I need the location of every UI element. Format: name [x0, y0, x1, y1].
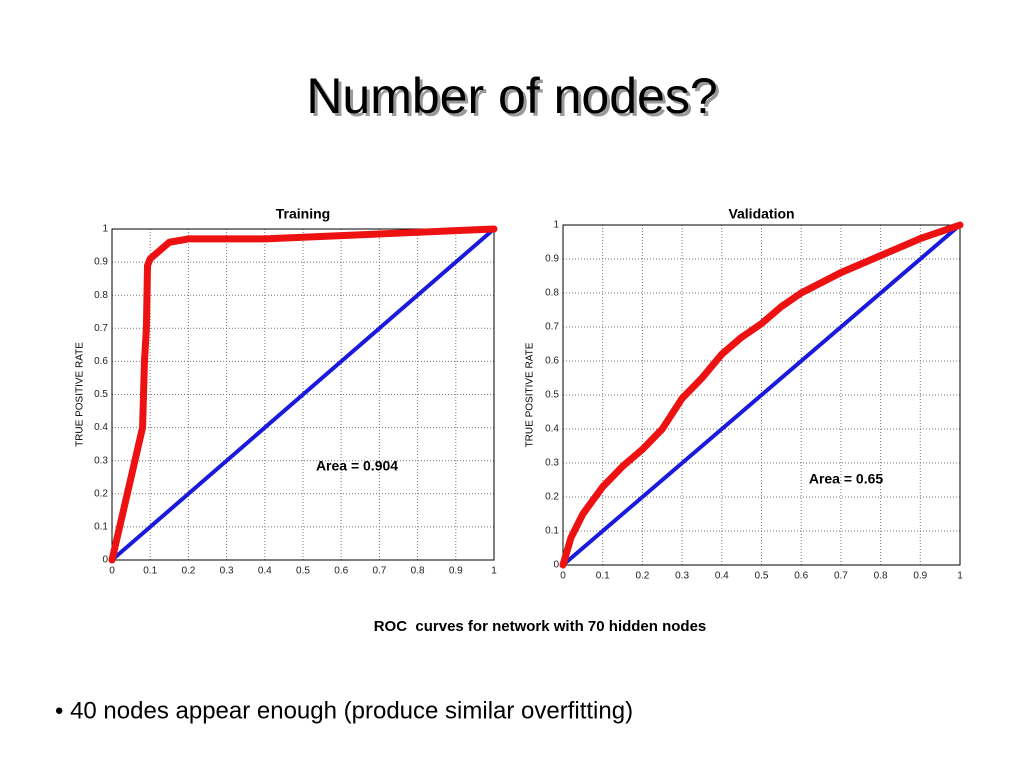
y-tick-label: 0.7 — [545, 322, 559, 333]
x-tick-label: 0.3 — [675, 571, 689, 582]
y-tick-label: 0.2 — [94, 488, 108, 499]
annotation: Area = 0.65 — [809, 471, 884, 487]
y-tick-label: 0.8 — [94, 290, 108, 301]
x-tick-label: 0.5 — [755, 571, 769, 582]
chart-title: Validation — [728, 206, 794, 222]
bullet: • 40 nodes appear enough (produce simila… — [55, 697, 633, 724]
plot-frame — [111, 228, 495, 561]
x-tick-label: 0.9 — [449, 566, 463, 577]
x-tick-label: 0 — [560, 571, 566, 582]
y-tick-label: 0.2 — [545, 492, 559, 503]
x-tick-label: 1 — [491, 566, 497, 577]
y-tick-label: 0.5 — [94, 389, 108, 400]
x-tick-label: 0.8 — [411, 566, 425, 577]
x-tick-label: 0.9 — [913, 571, 927, 582]
x-tick-label: 0.2 — [635, 571, 649, 582]
y-tick-label: 0.9 — [545, 254, 559, 265]
roc-line — [108, 225, 498, 564]
y-tick-label: 0.6 — [545, 356, 559, 367]
y-tick-label: 1 — [102, 224, 108, 235]
x-tick-label: 0.7 — [834, 571, 848, 582]
y-tick-label: 0.6 — [94, 356, 108, 367]
roc-line — [559, 221, 964, 569]
x-tick-label: 0.7 — [372, 566, 386, 577]
y-axis-label: TRUE POSITIVE RATE — [75, 342, 86, 447]
x-tick-label: 1 — [957, 571, 963, 582]
x-tick-label: 0.4 — [258, 566, 272, 577]
y-tick-label: 0.1 — [545, 526, 559, 537]
y-tick-label: 0.4 — [545, 424, 559, 435]
x-tick-label: 0.4 — [715, 571, 729, 582]
y-tick-label: 1 — [553, 220, 559, 231]
title-shadow: Number of nodes? — [309, 71, 720, 127]
x-tick-label: 0.1 — [143, 566, 157, 577]
x-tick-label: 0.6 — [794, 571, 808, 582]
y-tick-label: 0.7 — [94, 323, 108, 334]
y-tick-label: 0.3 — [94, 455, 108, 466]
y-tick-label: 0 — [553, 560, 559, 571]
x-tick-label: 0 — [109, 566, 115, 577]
chart-title: Training — [276, 206, 330, 222]
x-tick-label: 0.8 — [874, 571, 888, 582]
y-tick-label: 0 — [102, 555, 108, 566]
annotation: Area = 0.904 — [316, 458, 398, 474]
caption: ROC curves for network with 70 hidden no… — [374, 618, 707, 635]
y-tick-label: 0.5 — [545, 390, 559, 401]
slide-title: Number of nodes? — [306, 68, 717, 124]
x-tick-label: 0.2 — [181, 566, 195, 577]
y-tick-label: 0.1 — [94, 522, 108, 533]
y-tick-label: 0.8 — [545, 288, 559, 299]
x-tick-label: 0.5 — [296, 566, 310, 577]
y-tick-label: 0.3 — [545, 458, 559, 469]
y-axis-label: TRUE POSITIVE RATE — [525, 342, 536, 447]
roc-line — [561, 223, 962, 567]
x-tick-label: 0.3 — [220, 566, 234, 577]
roc-line — [110, 227, 496, 562]
x-tick-label: 0.6 — [334, 566, 348, 577]
plot-frame — [562, 224, 961, 566]
y-tick-label: 0.4 — [94, 422, 108, 433]
y-tick-label: 0.9 — [94, 257, 108, 268]
x-tick-label: 0.1 — [596, 571, 610, 582]
